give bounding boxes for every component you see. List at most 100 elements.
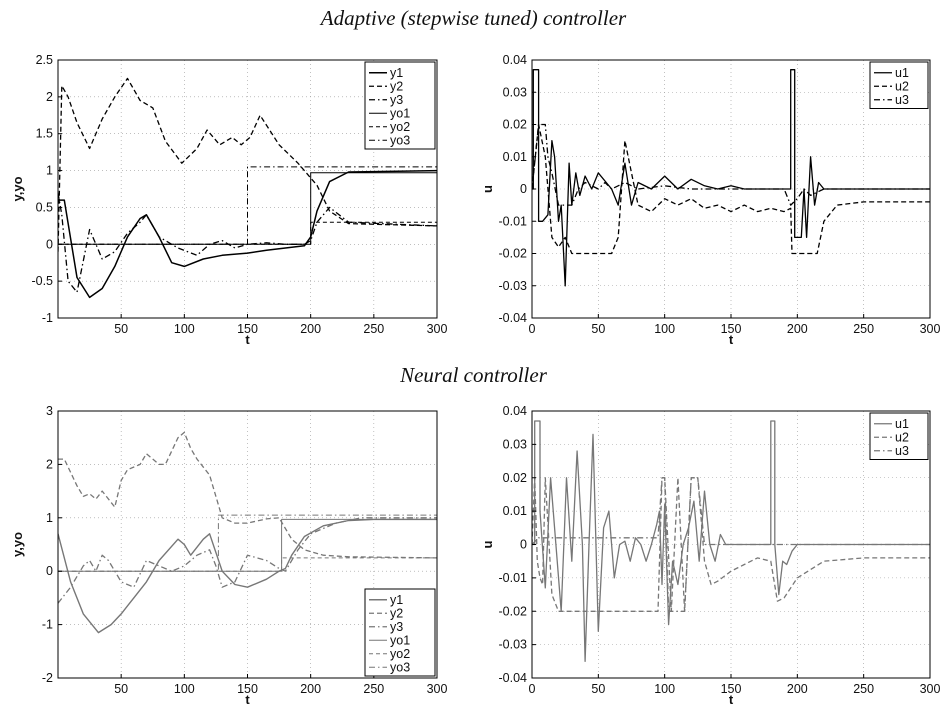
y-axis-label: u — [480, 540, 495, 548]
x-tick-label: 200 — [300, 322, 321, 336]
series-y1-line — [58, 518, 437, 634]
x-tick-label: 200 — [787, 682, 808, 696]
legend-yo2-label: yo2 — [390, 120, 410, 134]
legend-u3-label: u3 — [895, 93, 909, 107]
legend-u2-label: u2 — [895, 430, 909, 444]
x-tick-label: 100 — [174, 682, 195, 696]
x-tick-label: 100 — [654, 682, 675, 696]
series-u2-line — [532, 123, 930, 255]
x-tick-label: 100 — [174, 322, 195, 336]
legend-y3-label: y3 — [390, 620, 403, 634]
x-tick-label: 250 — [853, 682, 874, 696]
y-tick-label: -0.01 — [499, 571, 528, 585]
legend-y2-label: y2 — [390, 79, 403, 93]
y-tick-label: 2 — [46, 457, 53, 471]
series-u2-line — [532, 477, 930, 612]
series-lines — [532, 420, 930, 662]
x-tick-label: 200 — [787, 322, 808, 336]
series-yo3-line — [58, 514, 437, 572]
x-tick-label: 150 — [721, 682, 742, 696]
series-y3-line — [58, 517, 437, 604]
series-lines — [532, 69, 930, 287]
x-tick-label: 0 — [529, 322, 536, 336]
y-tick-label: 1.5 — [36, 127, 53, 141]
legend-box — [364, 588, 436, 677]
x-tick-label: 150 — [237, 682, 258, 696]
grid-lines — [58, 411, 437, 678]
y-tick-label: 0.01 — [503, 504, 527, 518]
y-tick-label: 0.04 — [503, 404, 527, 418]
legend-yo3-label: yo3 — [390, 660, 410, 674]
x-axis-label: t — [245, 332, 250, 347]
tick-labels: 50 100 150 200 250 300 -2 -1 0 1 2 3 — [42, 404, 448, 696]
neural-output-plot: 50 100 150 200 250 300-2-10123ty,yoy1y2y3yo1y… — [10, 404, 447, 707]
neural-section-title: Neural controller — [400, 363, 547, 387]
adaptive-control-plot: 0 50 100 150 200 250 300 -0.04 -0.03 -0.02 -0.01 0 0… — [480, 53, 940, 347]
series-y1-line — [58, 169, 437, 299]
y-tick-label: 2.5 — [36, 53, 53, 67]
adaptive-section-title: Adaptive (stepwise tuned) controller — [320, 6, 627, 30]
y-axis-label: y,yo — [10, 176, 25, 201]
legend-yo1-label: yo1 — [390, 633, 410, 647]
x-tick-label: 250 — [853, 322, 874, 336]
adaptive-output-plot: 50 100 150 200 250 300 -1 -0.5 0 0.5 1 1.5 2 2.5 t y,yo… — [10, 53, 447, 347]
x-tick-label: 250 — [363, 322, 384, 336]
series-y3-line — [58, 192, 437, 293]
legend-u1-label: u1 — [895, 66, 909, 80]
y-tick-label: 0 — [520, 538, 527, 552]
y-tick-label: 0 — [46, 564, 53, 578]
series-yo3-line — [58, 166, 437, 245]
y-tick-label: 2 — [46, 90, 53, 104]
x-tick-label: 50 — [114, 322, 128, 336]
y-tick-label: -0.02 — [499, 247, 528, 261]
y-tick-label: -1 — [42, 311, 53, 325]
x-tick-label: 300 — [427, 322, 448, 336]
series-u3-line — [532, 477, 930, 612]
x-axis-label: t — [729, 332, 734, 347]
y-tick-label: 1 — [46, 511, 53, 525]
series-u1-line — [532, 420, 930, 662]
y-tick-label: -0.04 — [499, 671, 528, 685]
series-lines — [58, 77, 437, 299]
x-tick-label: 50 — [114, 682, 128, 696]
legend-box — [364, 61, 436, 150]
x-tick-label: 300 — [920, 322, 941, 336]
legend-y1-label: y1 — [390, 593, 403, 607]
neural-control-plot: 0 50 100 150 200 250 300 -0.04 -0.03 -0.02 -0.01 0 0… — [480, 404, 940, 707]
y-tick-label: -0.5 — [31, 274, 53, 288]
tick-labels: 0 50 100 150 200 250 300 -0.04 -0.03 -0.02 -0.01 0 0… — [499, 53, 941, 336]
tick-labels: 50 100 150 200 250 300 -1 -0.5 0 0.5 1 1.5 2 2.5 — [31, 53, 447, 336]
legend-box — [869, 412, 929, 460]
legend-yo1-label: yo1 — [390, 106, 410, 120]
y-tick-label: 0.5 — [36, 200, 53, 214]
y-tick-label: -0.01 — [499, 214, 528, 228]
legend-y1-label: y1 — [390, 66, 403, 80]
y-tick-label: -2 — [42, 671, 53, 685]
y-tick-label: 0 — [46, 237, 53, 251]
y-tick-label: 0.03 — [503, 437, 527, 451]
y-tick-label: -0.04 — [499, 311, 528, 325]
legend-u1-label: u1 — [895, 417, 909, 431]
legend-yo3-label: yo3 — [390, 133, 410, 147]
y-tick-label: 0.01 — [503, 150, 527, 164]
series-y2-line — [58, 431, 437, 559]
y-tick-label: -0.03 — [499, 638, 528, 652]
series-lines — [58, 431, 437, 634]
series-y2-line — [58, 77, 437, 252]
legend-y2-label: y2 — [390, 606, 403, 620]
x-tick-label: 50 — [591, 322, 605, 336]
x-tick-label: 300 — [920, 682, 941, 696]
grid-lines — [532, 411, 930, 678]
y-tick-label: 0.03 — [503, 85, 527, 99]
legend-u3-label: u3 — [895, 444, 909, 458]
x-tick-label: 150 — [721, 322, 742, 336]
y-tick-label: -0.03 — [499, 279, 528, 293]
y-tick-label: 0.02 — [503, 118, 527, 132]
y-axis-label: u — [480, 185, 495, 193]
x-tick-label: 200 — [300, 682, 321, 696]
